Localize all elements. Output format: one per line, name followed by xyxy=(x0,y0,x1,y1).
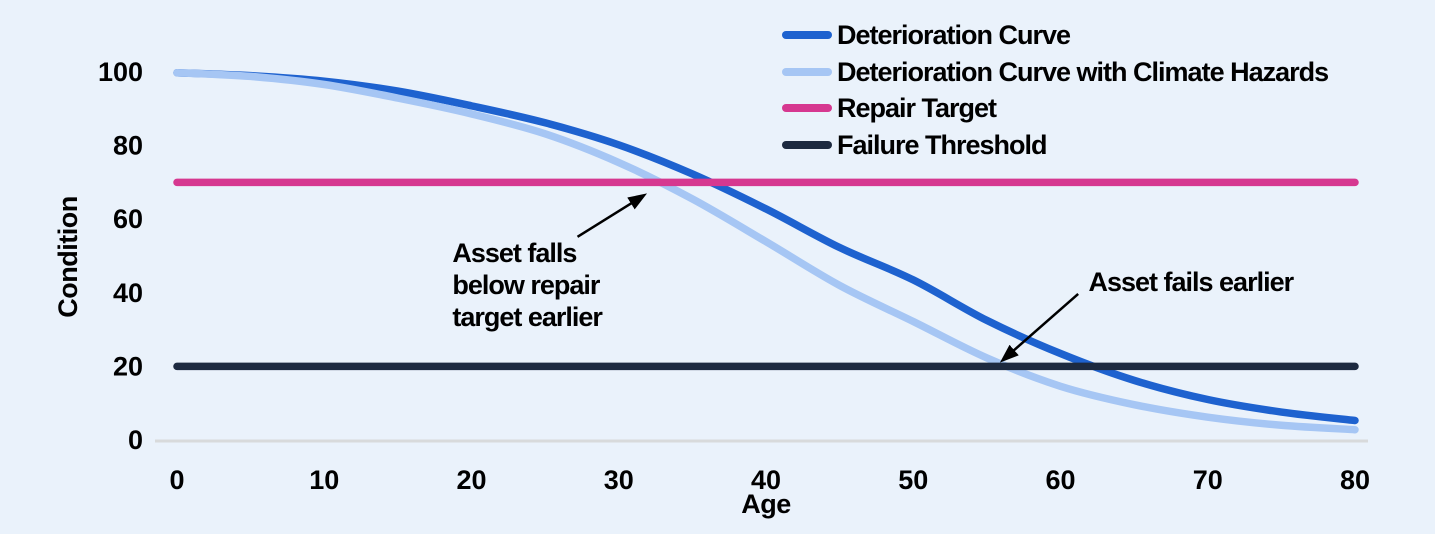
annotation-arrow xyxy=(576,193,648,238)
legend-label: Failure Threshold xyxy=(837,130,1047,160)
legend-item-climate-hazards-curve: Deterioration Curve with Climate Hazards xyxy=(782,57,1329,87)
x-tick-label-40: 40 xyxy=(751,465,781,495)
y-tick-label-40: 40 xyxy=(113,278,143,308)
x-tick-label-10: 10 xyxy=(309,465,339,495)
climate-hazards-curve xyxy=(173,68,1359,434)
legend-item-failure-threshold-line: Failure Threshold xyxy=(782,130,1048,160)
annotation-text: Asset fails earlier xyxy=(1088,267,1294,297)
x-tick-label-70: 70 xyxy=(1193,465,1223,495)
annotation-text: Asset falls below repair target earlier xyxy=(452,238,603,332)
axis-tick-layer: 0 20 40 60 80 100 0 10 20 30 40 50 60 70 80 xyxy=(98,57,1370,495)
y-axis-title: Condition xyxy=(53,196,83,317)
deterioration-curve xyxy=(173,68,1359,425)
annotation-layer: Asset falls below repair target earlier Ass… xyxy=(452,193,1296,363)
x-tick-label-20: 20 xyxy=(456,465,486,495)
y-tick-label-0: 0 xyxy=(128,425,143,455)
fails-earlier-note: Asset fails earlier xyxy=(999,267,1296,363)
x-tick-label-30: 30 xyxy=(604,465,634,495)
legend-item-deterioration-curve: Deterioration Curve xyxy=(782,20,1072,50)
legend-item-repair-target-line: Repair Target xyxy=(782,93,998,123)
plot-layer xyxy=(155,68,1368,443)
legend: Deterioration Curve Deterioration Curve w… xyxy=(782,20,1329,160)
y-tick-label-20: 20 xyxy=(113,351,143,381)
x-axis-title: Age xyxy=(741,489,791,519)
legend-label: Deterioration Curve with Climate Hazards xyxy=(837,57,1328,87)
below-repair-target-note: Asset falls below repair target earlier xyxy=(452,193,648,332)
x-tick-label-0: 0 xyxy=(169,465,184,495)
y-tick-label-60: 60 xyxy=(113,204,143,234)
x-tick-label-80: 80 xyxy=(1340,465,1370,495)
x-tick-label-50: 50 xyxy=(898,465,928,495)
legend-label: Repair Target xyxy=(837,93,997,123)
y-tick-label-80: 80 xyxy=(113,131,143,161)
y-tick-label-100: 100 xyxy=(98,57,143,87)
x-tick-label-60: 60 xyxy=(1045,465,1075,495)
annotation-arrow xyxy=(999,292,1079,363)
legend-label: Deterioration Curve xyxy=(837,20,1071,50)
